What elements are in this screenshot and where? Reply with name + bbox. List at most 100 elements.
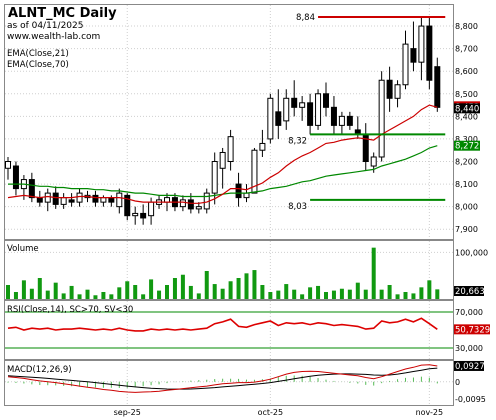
- volume-bar: [236, 278, 241, 299]
- candle-body: [195, 206, 202, 210]
- candle-body: [418, 25, 425, 63]
- ema-lines: [7, 104, 438, 204]
- candle-body: [140, 212, 147, 219]
- candle-body: [394, 84, 401, 99]
- y-tick-label: 8,700: [455, 45, 478, 54]
- volume-bar: [196, 293, 201, 299]
- last-price-label: 8,440: [455, 104, 479, 114]
- volume-value-label: 20,663: [455, 287, 485, 297]
- candle-body: [370, 156, 377, 167]
- x-tick-label: sep-25: [114, 408, 141, 417]
- volume-bar: [29, 288, 34, 299]
- y-tick-label: 8,000: [455, 203, 478, 212]
- candle-body: [44, 192, 51, 203]
- volume-bar: [165, 285, 169, 299]
- candle-body: [211, 161, 218, 194]
- chart-title: ALNT_MC Daily: [8, 6, 117, 21]
- candle-body: [227, 136, 234, 163]
- volume-bar: [188, 285, 193, 299]
- volume-bar: [268, 292, 273, 299]
- volume-bar: [117, 287, 122, 299]
- volume-bar: [141, 294, 146, 299]
- volume-bar: [371, 247, 376, 299]
- candle-body: [338, 115, 345, 126]
- candle-body: [386, 79, 393, 99]
- macd-main-line: [7, 364, 438, 393]
- candle-body: [330, 106, 337, 126]
- volume-tick-label: 100,000: [455, 248, 488, 257]
- volume-bar: [427, 280, 432, 299]
- macd-low-label: -0,0095: [455, 395, 486, 404]
- volume-bar: [292, 289, 297, 299]
- rsi-line: [7, 317, 438, 332]
- volume-bar: [180, 274, 185, 299]
- ema21-line: [7, 104, 438, 204]
- rsi-tick-label: 30,000: [455, 344, 483, 353]
- candle-body: [307, 102, 314, 126]
- volume-bar: [69, 285, 74, 299]
- volume-bar: [355, 282, 360, 299]
- candle-body: [426, 25, 433, 81]
- volume-bar: [228, 281, 233, 299]
- watermark: www.wealth-lab.com: [7, 32, 100, 42]
- macd-value-tag: [454, 360, 484, 371]
- volume-bar: [347, 289, 352, 299]
- volume-bar: [244, 273, 249, 299]
- macd-zero-label: 0: [455, 378, 460, 387]
- candle-body: [164, 197, 170, 203]
- x-tick-label: oct-25: [258, 408, 284, 417]
- candle-body: [378, 79, 385, 158]
- volume-bars: [6, 247, 440, 299]
- ema70-value-label: 8,272: [455, 142, 479, 152]
- volume-bar: [379, 289, 384, 299]
- rsi-tick-label: 70,000: [455, 308, 483, 317]
- y-tick-label: 8,800: [455, 22, 478, 31]
- volume-bar: [133, 285, 138, 299]
- candle-body: [346, 115, 353, 126]
- candle-body: [108, 197, 115, 203]
- volume-bar: [157, 290, 162, 299]
- volume-bar: [419, 287, 424, 299]
- volume-value-tag: [454, 286, 484, 296]
- volume-bar: [316, 285, 321, 299]
- candle-body: [243, 192, 250, 199]
- volume-bar: [411, 293, 416, 299]
- candle-body: [259, 142, 266, 151]
- candle-body: [148, 201, 155, 217]
- volume-bar: [45, 290, 50, 299]
- ema21-legend: EMA(Close,21): [7, 49, 69, 59]
- candle-body: [92, 194, 99, 203]
- macd-value-label: 0,0927: [455, 362, 485, 372]
- volume-bar: [308, 287, 313, 299]
- candle-body: [36, 197, 43, 203]
- macd-signal-line: [7, 367, 438, 390]
- candle-body: [267, 97, 274, 140]
- volume-bar: [101, 292, 106, 299]
- volume-bar: [61, 293, 66, 299]
- chart-subtitle: as of 04/11/2025: [7, 21, 83, 31]
- candle-body: [60, 197, 67, 205]
- candle-body: [100, 197, 107, 203]
- volume-bar: [220, 288, 225, 299]
- candle-body: [219, 151, 226, 169]
- ema70-legend: EMA(Close,70): [7, 60, 69, 70]
- candle-body: [76, 192, 83, 203]
- annotation-label: 8,84: [296, 13, 315, 23]
- volume-bar: [172, 278, 177, 299]
- volume-bar: [284, 284, 289, 299]
- candle-body: [251, 149, 258, 194]
- candle-body: [28, 179, 35, 199]
- y-tick-label: 7,900: [455, 225, 478, 234]
- candle-body: [402, 43, 409, 86]
- candle-body: [68, 199, 75, 203]
- volume-bar: [324, 292, 328, 299]
- volume-bar: [6, 285, 10, 299]
- rsi-title: RSI(Close,14), SC>70, SV<30: [7, 305, 133, 315]
- candle-body: [12, 165, 19, 190]
- last-price-tag: [454, 103, 480, 114]
- volume-bar: [403, 292, 408, 299]
- macd-title: MACD(12,26,9): [7, 365, 72, 375]
- volume-bar: [125, 281, 130, 299]
- y-tick-label: 8,300: [455, 135, 478, 144]
- volume-bar: [77, 294, 82, 299]
